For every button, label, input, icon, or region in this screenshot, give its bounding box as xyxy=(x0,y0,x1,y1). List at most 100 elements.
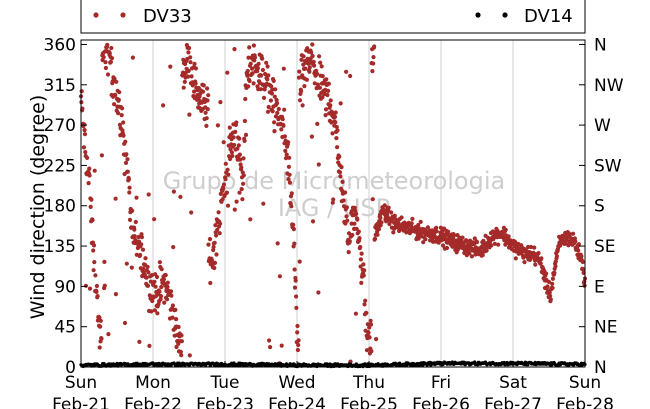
x-tick-label-day: Sun xyxy=(65,373,97,393)
data-point-dv33 xyxy=(263,71,268,77)
data-point-dv33 xyxy=(89,197,94,202)
data-point-dv33 xyxy=(538,261,543,266)
data-point-dv33 xyxy=(127,217,133,222)
data-point-dv33 xyxy=(132,227,137,232)
data-point-dv33 xyxy=(87,173,92,178)
data-point-dv33 xyxy=(299,57,304,62)
data-point-dv33 xyxy=(267,338,272,343)
data-point-dv33 xyxy=(318,60,323,65)
data-point-dv33 xyxy=(165,284,170,289)
data-point-dv33 xyxy=(323,107,329,112)
data-point-dv33 xyxy=(251,43,256,48)
data-point-dv33 xyxy=(98,324,103,329)
data-point-dv33 xyxy=(367,335,372,340)
data-point-dv33 xyxy=(356,229,361,234)
y-tick-label: 225 xyxy=(44,156,76,176)
data-point-dv33 xyxy=(101,55,106,60)
data-point-dv33 xyxy=(296,342,301,348)
data-point-dv33 xyxy=(548,297,553,302)
data-point-dv33 xyxy=(127,190,132,195)
x-tick-label-date: Feb-23 xyxy=(196,395,254,409)
data-point-dv33 xyxy=(211,244,216,250)
data-point-dv33 xyxy=(95,294,100,299)
data-point-dv33 xyxy=(250,71,255,76)
data-point-dv33 xyxy=(157,289,162,294)
data-point-dv33 xyxy=(319,64,324,69)
data-point-dv33 xyxy=(205,98,210,103)
data-point-dv33 xyxy=(91,243,97,248)
x-tick-label-day: Wed xyxy=(278,373,315,393)
data-point-dv33 xyxy=(370,197,375,202)
data-point-dv33 xyxy=(334,124,339,130)
data-point-dv33 xyxy=(181,85,186,90)
data-point-dv33 xyxy=(134,195,139,200)
data-point-dv33 xyxy=(217,231,222,236)
x-tick-label-day: Mon xyxy=(135,373,171,393)
data-point-dv33 xyxy=(526,244,531,250)
data-point-dv33 xyxy=(243,96,248,102)
data-point-dv33 xyxy=(521,254,526,259)
data-point-dv33 xyxy=(375,232,380,237)
data-point-dv33 xyxy=(272,129,277,134)
data-point-dv33 xyxy=(237,190,242,195)
data-point-dv33 xyxy=(310,42,315,47)
data-point-dv33 xyxy=(236,143,241,148)
data-point-dv33 xyxy=(124,152,129,157)
data-point-dv33 xyxy=(198,91,203,96)
data-point-dv33 xyxy=(358,244,363,250)
data-point-dv33 xyxy=(564,238,570,243)
data-point-dv33 xyxy=(310,219,316,224)
data-point-dv33 xyxy=(546,279,552,285)
data-point-dv33 xyxy=(522,260,527,265)
data-point-dv33 xyxy=(205,86,210,91)
data-point-dv33 xyxy=(436,240,441,245)
data-point-dv33 xyxy=(239,187,244,192)
data-point-dv33 xyxy=(361,262,366,267)
data-point-dv33 xyxy=(312,81,317,86)
data-point-dv33 xyxy=(314,71,320,76)
data-point-dv33 xyxy=(352,221,357,226)
legend-marker-dv14 xyxy=(475,12,481,18)
data-point-dv33 xyxy=(328,98,333,103)
data-point-dv33 xyxy=(103,60,108,65)
data-point-dv33 xyxy=(296,338,301,343)
data-point-dv33 xyxy=(207,237,213,242)
grid xyxy=(152,40,514,367)
data-point-dv33 xyxy=(294,305,299,310)
data-point-dv33 xyxy=(292,267,297,272)
data-point-dv33 xyxy=(147,343,152,348)
x-tick-label-day: Thu xyxy=(352,373,385,393)
data-point-dv33 xyxy=(245,68,250,74)
data-point-dv33 xyxy=(513,256,518,261)
data-point-dv33 xyxy=(162,300,167,305)
data-point-dv33 xyxy=(163,273,168,278)
data-point-dv33 xyxy=(264,60,269,65)
data-point-dv33 xyxy=(260,56,265,61)
data-point-dv33 xyxy=(94,283,99,289)
data-point-dv33 xyxy=(116,111,121,116)
data-point-dv33 xyxy=(376,227,381,232)
data-point-dv33 xyxy=(185,74,191,79)
data-point-dv33 xyxy=(274,101,280,106)
data-point-dv33 xyxy=(528,244,534,250)
data-point-dv33 xyxy=(354,211,359,216)
data-point-dv33 xyxy=(189,210,194,215)
y2-tick-label: N xyxy=(594,358,607,378)
x-tick-label-date: Feb-28 xyxy=(556,395,614,409)
data-point-dv33 xyxy=(350,232,355,238)
data-point-dv33 xyxy=(159,267,164,272)
data-point-dv33 xyxy=(234,199,239,204)
data-point-dv33 xyxy=(474,240,479,245)
data-point-dv33 xyxy=(99,336,104,341)
data-point-dv33 xyxy=(446,229,451,234)
data-point-dv33 xyxy=(309,134,314,139)
data-point-dv33 xyxy=(469,254,474,259)
data-point-dv33 xyxy=(216,210,221,215)
data-point-dv33 xyxy=(83,150,88,155)
data-point-dv33 xyxy=(188,60,193,65)
data-point-dv33 xyxy=(260,67,265,73)
data-point-dv33 xyxy=(203,110,208,115)
legend-label-dv14: DV14 xyxy=(524,6,573,27)
data-point-dv33 xyxy=(480,253,485,258)
